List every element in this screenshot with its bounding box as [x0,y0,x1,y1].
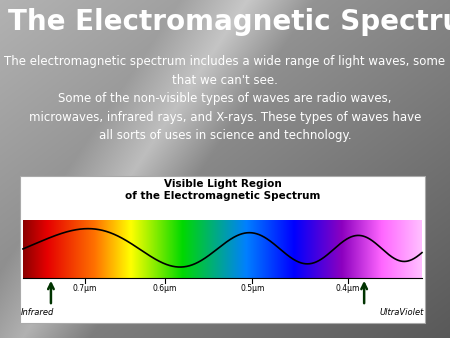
Text: 0.4μm: 0.4μm [336,284,360,293]
Text: 0.7μm: 0.7μm [72,284,97,293]
Text: Visible Light Region
of the Electromagnetic Spectrum: Visible Light Region of the Electromagne… [125,179,320,201]
Text: Infrared: Infrared [21,308,54,317]
Text: UltraViolet: UltraViolet [380,308,424,317]
Bar [20,176,425,323]
Text: 0.6μm: 0.6μm [153,284,177,293]
Text: The Electromagnetic Spectrum: The Electromagnetic Spectrum [8,8,450,36]
Text: 0.5μm: 0.5μm [240,284,265,293]
Text: The electromagnetic spectrum includes a wide range of light waves, some
that we : The electromagnetic spectrum includes a … [4,55,446,142]
Bar [23,278,422,307]
